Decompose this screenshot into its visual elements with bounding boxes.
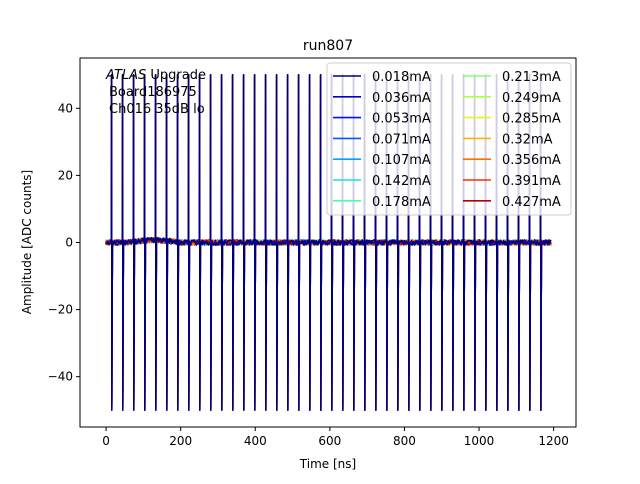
y-tick-label: −40 <box>48 370 73 384</box>
x-axis-ticks: 0 200 400 600 800 1000 1200 <box>102 427 569 448</box>
x-tick-label: 0 <box>102 434 110 448</box>
y-tick-label: 0 <box>65 236 73 250</box>
annotation-line3: Ch016 35dB lo <box>109 102 205 117</box>
legend-label: 0.178mA <box>372 195 431 210</box>
legend-label: 0.356mA <box>502 153 561 168</box>
x-axis-label: Time [ns] <box>299 457 356 471</box>
traces <box>105 74 552 411</box>
legend-label: 0.427mA <box>502 195 561 210</box>
legend-entries: 0.018mA 0.036mA 0.053mA 0.071mA 0.107mA 0.142… <box>333 70 561 210</box>
y-tick-label: −20 <box>48 303 73 317</box>
annotation-italic: ATLAS <box>105 68 146 83</box>
legend-label: 0.018mA <box>372 70 431 85</box>
x-tick-label: 600 <box>318 434 341 448</box>
x-tick-label: 200 <box>169 434 192 448</box>
x-tick-label: 800 <box>393 434 416 448</box>
y-tick-label: 40 <box>58 101 73 115</box>
series-line-top-0.018mA <box>105 74 552 411</box>
x-tick-label: 400 <box>244 434 267 448</box>
legend: 0.018mA 0.036mA 0.053mA 0.071mA 0.107mA 0.142… <box>326 62 572 216</box>
y-axis-ticks: −40 −20 0 20 40 <box>48 101 80 384</box>
legend-label: 0.036mA <box>372 91 431 106</box>
x-tick-label: 1200 <box>538 434 569 448</box>
annotation-rest: Upgrade <box>146 68 206 83</box>
legend-label: 0.142mA <box>372 174 431 189</box>
legend-label: 0.071mA <box>372 132 431 147</box>
legend-label: 0.391mA <box>502 174 561 189</box>
annotation: ATLAS Upgrade Board186975 Ch016 35dB lo <box>105 68 206 117</box>
legend-label: 0.249mA <box>502 91 561 106</box>
plot-frame <box>79 57 577 428</box>
legend-label: 0.107mA <box>372 153 431 168</box>
legend-label: 0.32mA <box>502 132 553 147</box>
annotation-line2: Board186975 <box>109 85 197 100</box>
legend-label: 0.053mA <box>372 112 431 127</box>
y-tick-label: 20 <box>58 168 73 182</box>
legend-label: 0.213mA <box>502 70 561 85</box>
legend-box <box>326 62 572 216</box>
svg-text:ATLAS Upgrade: ATLAS Upgrade <box>105 68 206 83</box>
x-tick-label: 1000 <box>464 434 495 448</box>
chart-title: run807 <box>303 38 353 54</box>
y-axis-label: Amplitude [ADC counts] <box>20 170 34 314</box>
legend-label: 0.285mA <box>502 112 561 127</box>
